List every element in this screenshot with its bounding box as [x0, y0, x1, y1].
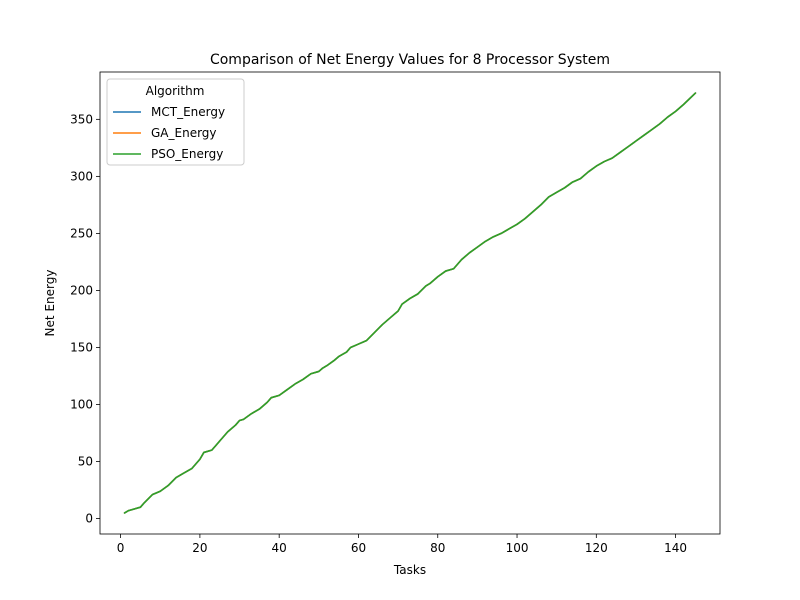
y-axis: 0 50 100 150 200 250 300 350 — [70, 112, 100, 526]
legend-title: Algorithm — [146, 84, 205, 98]
plot-area-frame — [99, 71, 721, 535]
y-tick-label: 300 — [70, 169, 93, 183]
x-tick-label: 140 — [664, 541, 687, 555]
y-tick-label: 50 — [78, 455, 93, 469]
x-tick-label: 100 — [506, 541, 529, 555]
y-axis-label: Net Energy — [43, 270, 57, 337]
x-tick-label: 0 — [117, 541, 125, 555]
x-tick-label: 40 — [272, 541, 287, 555]
legend-label: MCT_Energy — [151, 105, 225, 119]
legend-label: GA_Energy — [151, 126, 217, 140]
legend-entries: MCT_Energy GA_Energy PSO_Energy — [113, 105, 225, 161]
legend-label: PSO_Energy — [151, 147, 223, 161]
series-lines — [123, 92, 697, 514]
legend-box — [106, 78, 245, 166]
chart-title: Comparison of Net Energy Values for 8 Pr… — [210, 52, 610, 68]
series-line-pso-energy — [123, 92, 697, 514]
x-tick-label: 120 — [585, 541, 608, 555]
y-tick-label: 250 — [70, 226, 93, 240]
y-tick-label: 100 — [70, 398, 93, 412]
y-tick-label: 0 — [85, 512, 93, 526]
x-tick-label: 20 — [192, 541, 207, 555]
x-axis: 0 20 40 60 80 100 120 140 — [117, 534, 687, 555]
x-tick-label: 80 — [430, 541, 445, 555]
y-tick-label: 200 — [70, 283, 93, 297]
x-tick-label: 60 — [351, 541, 366, 555]
y-tick-label: 150 — [70, 340, 93, 354]
legend: Algorithm MCT_Energy GA_Energy PSO_Energy — [106, 78, 245, 166]
y-tick-label: 350 — [70, 112, 93, 126]
x-axis-label: Tasks — [393, 563, 426, 577]
